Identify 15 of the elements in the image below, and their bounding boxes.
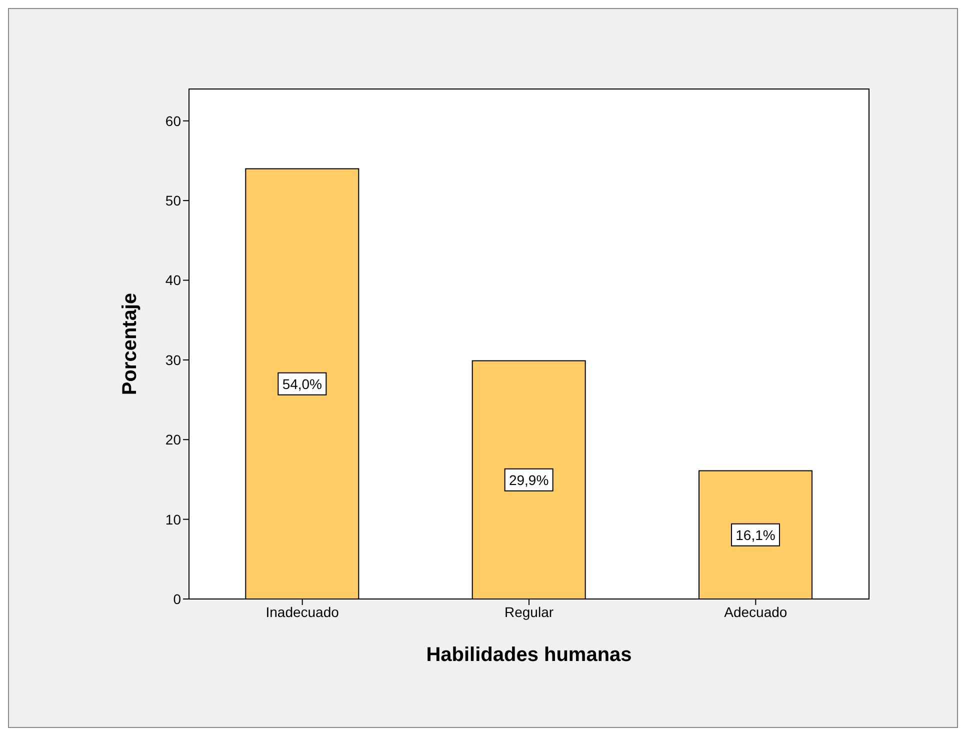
data-label: 16,1% [736,526,776,543]
y-tick-label: 30 [165,352,182,368]
y-tick-label: 40 [165,272,182,288]
y-tick-label: 0 [173,590,182,607]
data-label: 29,9% [508,472,549,488]
data-label: 54,0% [282,376,322,392]
y-tick-label: 60 [165,112,182,129]
x-tick-label: Inadecuado [266,604,340,620]
y-tick-label: 50 [165,192,182,209]
x-tick-label: Adecuado [724,604,788,620]
x-tick-label: Regular [504,604,554,620]
y-axis-title: Porcentaje [119,292,142,396]
y-tick-label: 20 [165,432,182,448]
x-axis-title: Habilidades humanas [426,644,632,666]
y-tick-label: 10 [165,511,182,528]
